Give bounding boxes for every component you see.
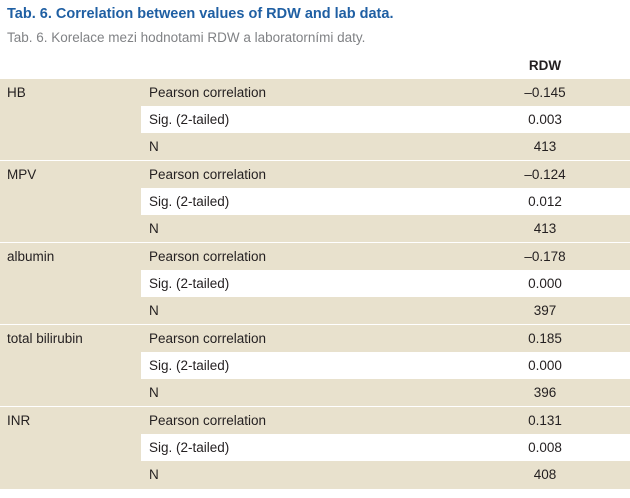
table-group: INR Pearson correlation 0.131 Sig. (2-ta…: [0, 407, 630, 489]
stat-label: N: [149, 467, 159, 482]
table-row: Sig. (2-tailed) 0.008: [141, 434, 630, 461]
stat-value: 413: [533, 221, 557, 236]
table-row: Sig. (2-tailed) 0.000: [141, 352, 630, 379]
stat-value: 0.185: [528, 331, 562, 346]
table-row: N 413: [141, 215, 630, 243]
stat-label: Pearson correlation: [149, 167, 267, 182]
group-label-cell: [0, 243, 141, 325]
table-row: N 396: [141, 379, 630, 407]
stat-label: N: [149, 385, 159, 400]
stat-value: 396: [533, 385, 557, 400]
stat-value: 0.008: [528, 440, 562, 455]
group-divider: [0, 324, 630, 325]
stat-value: –0.178: [524, 249, 566, 264]
stat-value: 0.000: [528, 358, 562, 373]
group-label-cell: [0, 407, 141, 489]
stat-label: N: [149, 221, 159, 236]
group-divider: [0, 160, 630, 161]
table-row: N 413: [141, 133, 630, 161]
stat-label: Sig. (2-tailed): [149, 276, 230, 291]
table-group: MPV Pearson correlation –0.124 Sig. (2-t…: [0, 161, 630, 243]
table-group: albumin Pearson correlation –0.178 Sig. …: [0, 243, 630, 325]
table-group: total bilirubin Pearson correlation 0.18…: [0, 325, 630, 407]
stat-value: 397: [533, 303, 557, 318]
stat-label: N: [149, 139, 159, 154]
stat-label: Pearson correlation: [149, 249, 267, 264]
stat-label: Pearson correlation: [149, 413, 267, 428]
stat-value: 0.012: [528, 194, 562, 209]
stat-label: Sig. (2-tailed): [149, 194, 230, 209]
variable-name: MPV: [7, 167, 37, 182]
variable-name: HB: [7, 85, 26, 100]
stat-label: N: [149, 303, 159, 318]
variable-name: total bilirubin: [7, 331, 83, 346]
stat-value: –0.124: [524, 167, 566, 182]
table-row: Pearson correlation –0.124: [141, 161, 630, 188]
group-divider: [0, 242, 630, 243]
stat-value: 408: [533, 467, 557, 482]
stat-label: Sig. (2-tailed): [149, 112, 230, 127]
table-row: Pearson correlation –0.145: [141, 79, 630, 106]
stat-value: 0.131: [528, 413, 562, 428]
table-group: HB Pearson correlation –0.145 Sig. (2-ta…: [0, 79, 630, 161]
stat-value: 413: [533, 139, 557, 154]
table-subtitle: Tab. 6. Korelace mezi hodnotami RDW a la…: [7, 30, 366, 45]
group-label-cell: [0, 325, 141, 407]
stat-value: –0.145: [524, 85, 566, 100]
group-label-cell: [0, 79, 141, 161]
stat-value: 0.003: [528, 112, 562, 127]
stat-label: Sig. (2-tailed): [149, 440, 230, 455]
variable-name: INR: [7, 413, 31, 428]
stat-label: Sig. (2-tailed): [149, 358, 230, 373]
column-header-rdw: RDW: [528, 58, 562, 73]
group-divider: [0, 406, 630, 407]
table-header-row: RDW: [0, 52, 630, 79]
table-row: Pearson correlation –0.178: [141, 243, 630, 270]
table-row: Pearson correlation 0.131: [141, 407, 630, 434]
variable-name: albumin: [7, 249, 55, 264]
stat-label: Pearson correlation: [149, 331, 267, 346]
table-row: N 397: [141, 297, 630, 325]
table-row: Sig. (2-tailed) 0.003: [141, 106, 630, 133]
table-row: Sig. (2-tailed) 0.012: [141, 188, 630, 215]
table-row: N 408: [141, 461, 630, 489]
stat-value: 0.000: [528, 276, 562, 291]
table-row: Pearson correlation 0.185: [141, 325, 630, 352]
stat-label: Pearson correlation: [149, 85, 267, 100]
table-row: Sig. (2-tailed) 0.000: [141, 270, 630, 297]
table-title: Tab. 6. Correlation between values of RD…: [7, 6, 394, 22]
group-label-cell: [0, 161, 141, 243]
